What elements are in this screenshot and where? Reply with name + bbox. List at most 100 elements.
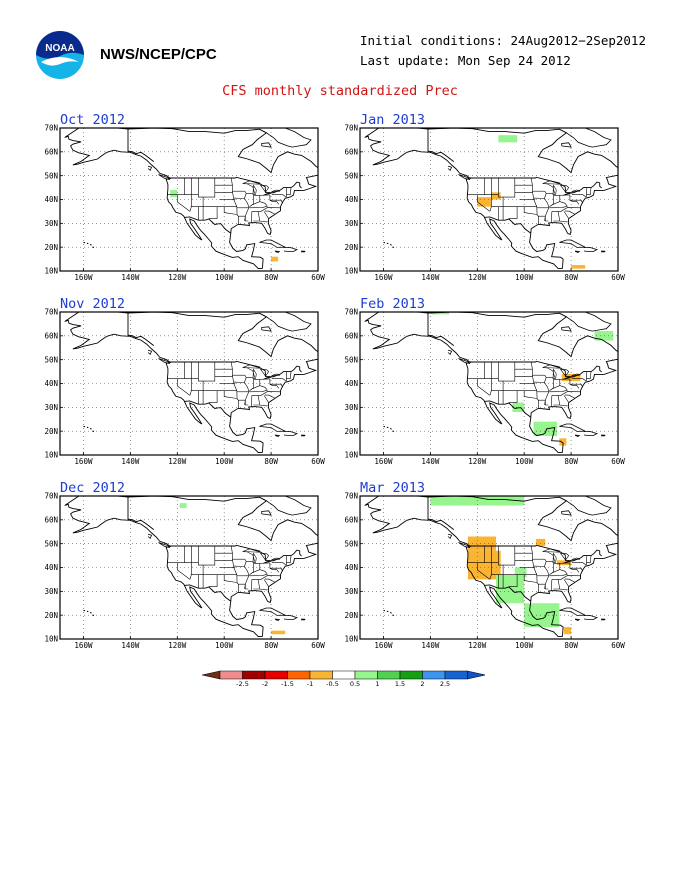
lat-tick-label: 20N xyxy=(44,427,58,436)
anomaly-patch xyxy=(514,567,527,578)
map-panel-oct-2012: Oct 2012 70N 60N 50N 40N 30N 20N 10N 160W 140W 12… xyxy=(44,112,360,282)
lat-tick-label: 30N xyxy=(344,219,358,228)
legend-swatch xyxy=(399,670,423,680)
last-update: Last update: Mon Sep 24 2012 xyxy=(360,53,571,68)
lat-tick-label: 40N xyxy=(44,379,58,388)
lat-tick-label: 40N xyxy=(44,563,58,572)
lon-tick-label: 100W xyxy=(215,641,234,650)
lat-tick-label: 10N xyxy=(44,635,58,644)
lat-tick-label: 70N xyxy=(344,308,358,317)
coastline xyxy=(64,312,318,454)
anomaly-patch xyxy=(498,135,518,143)
lon-tick-label: 120W xyxy=(468,641,487,650)
map-svg: 70N 60N 50N 40N 30N 20N 10N 160W 140W 120W 100W 80W… xyxy=(344,492,625,650)
map-panel-dec-2012: Dec 2012 70N 60N 50N 40N 30N 20N 10N 160W 140W 12… xyxy=(44,480,360,650)
anomaly-patch xyxy=(559,438,567,446)
lat-tick-label: 60N xyxy=(44,331,58,340)
anomaly-patch xyxy=(561,373,581,382)
lat-tick-label: 10N xyxy=(344,635,358,644)
map-panel-mar-2013: Mar 2013 70N 60N 50N 40N 30N 20N 10N 160W 140W 12… xyxy=(344,480,660,650)
lat-tick-label: 50N xyxy=(44,171,58,180)
lat-tick-label: 60N xyxy=(344,147,358,156)
anomaly-patch xyxy=(170,189,178,198)
legend-swatch xyxy=(444,670,468,680)
anomaly-patch xyxy=(496,574,525,604)
lon-tick-label: 80W xyxy=(564,273,578,282)
map-panel-feb-2013: Feb 2013 70N 60N 50N 40N 30N 20N 10N 160W 140W 12… xyxy=(344,296,660,466)
legend-swatch xyxy=(287,670,311,680)
legend-label: -1 xyxy=(307,680,313,688)
legend-swatch xyxy=(332,670,356,680)
legend-label: 1.5 xyxy=(395,680,405,688)
lat-tick-label: 20N xyxy=(344,611,358,620)
coastline xyxy=(364,128,618,270)
anomaly-patch xyxy=(571,265,586,269)
lat-tick-label: 50N xyxy=(344,171,358,180)
legend-label: 1 xyxy=(375,680,379,688)
coastline xyxy=(64,128,318,270)
lon-tick-label: 140W xyxy=(121,457,140,466)
lat-tick-label: 50N xyxy=(344,355,358,364)
lon-tick-label: 60W xyxy=(311,457,325,466)
lon-tick-label: 160W xyxy=(374,641,393,650)
lon-tick-label: 140W xyxy=(121,641,140,650)
anomaly-patch xyxy=(271,630,286,635)
legend-swatch xyxy=(377,670,401,680)
anomaly-patch xyxy=(535,538,546,547)
lon-tick-label: 60W xyxy=(311,273,325,282)
lat-tick-label: 20N xyxy=(344,243,358,252)
legend-swatch xyxy=(309,670,333,680)
lat-tick-label: 70N xyxy=(44,492,58,501)
lat-tick-label: 30N xyxy=(44,219,58,228)
panel-title: Mar 2013 xyxy=(360,480,426,496)
lat-tick-label: 20N xyxy=(44,243,58,252)
noaa-logo: NOAA xyxy=(35,30,85,80)
legend-swatch xyxy=(242,670,266,680)
lat-tick-label: 30N xyxy=(44,587,58,596)
map-svg: 70N 60N 50N 40N 30N 20N 10N 160W 140W 120W 100W 80W… xyxy=(344,124,625,282)
lat-tick-label: 40N xyxy=(344,379,358,388)
lat-tick-label: 50N xyxy=(344,539,358,548)
lat-tick-label: 60N xyxy=(344,515,358,524)
lat-tick-label: 70N xyxy=(344,492,358,501)
legend-label: 0.5 xyxy=(350,680,360,688)
legend-swatch xyxy=(422,670,446,680)
lon-tick-label: 80W xyxy=(564,641,578,650)
lat-tick-label: 40N xyxy=(344,563,358,572)
lon-tick-label: 120W xyxy=(168,273,187,282)
lon-tick-label: 60W xyxy=(311,641,325,650)
panel-title: Oct 2012 xyxy=(60,112,126,128)
anomaly-patch xyxy=(430,312,450,315)
lat-tick-label: 30N xyxy=(344,403,358,412)
map-svg: 70N 60N 50N 40N 30N 20N 10N 160W 140W 120W 100W 80W… xyxy=(44,492,325,650)
lon-tick-label: 80W xyxy=(264,457,278,466)
lat-tick-label: 70N xyxy=(344,124,358,133)
anomaly-patch xyxy=(179,503,187,508)
lon-tick-label: 160W xyxy=(374,273,393,282)
legend-swatch xyxy=(264,670,288,680)
lon-tick-label: 160W xyxy=(74,457,93,466)
lat-tick-label: 60N xyxy=(44,147,58,156)
legend-label: -1.5 xyxy=(281,680,294,688)
map-panel-nov-2012: Nov 2012 70N 60N 50N 40N 30N 20N 10N 160W 140W 12… xyxy=(44,296,360,466)
lat-tick-label: 70N xyxy=(44,308,58,317)
lon-tick-label: 120W xyxy=(168,641,187,650)
lat-tick-label: 50N xyxy=(44,355,58,364)
anomaly-patch xyxy=(477,197,492,207)
lon-tick-label: 160W xyxy=(74,641,93,650)
legend-label: 2 xyxy=(420,680,424,688)
lon-tick-label: 100W xyxy=(515,641,534,650)
lat-tick-label: 50N xyxy=(44,539,58,548)
lon-tick-label: 140W xyxy=(421,457,440,466)
lon-tick-label: 100W xyxy=(515,273,534,282)
lon-tick-label: 120W xyxy=(468,273,487,282)
lon-tick-label: 140W xyxy=(421,273,440,282)
lon-tick-label: 160W xyxy=(74,273,93,282)
lat-tick-label: 30N xyxy=(344,587,358,596)
lat-tick-label: 60N xyxy=(344,331,358,340)
map-svg: 70N 60N 50N 40N 30N 20N 10N 160W 140W 120W 100W 80W… xyxy=(44,124,325,282)
anomaly-patch xyxy=(594,331,614,341)
org-name: NWS/NCEP/CPC xyxy=(100,46,217,63)
anomaly-patch xyxy=(467,536,497,551)
anomaly-patch xyxy=(524,603,560,628)
